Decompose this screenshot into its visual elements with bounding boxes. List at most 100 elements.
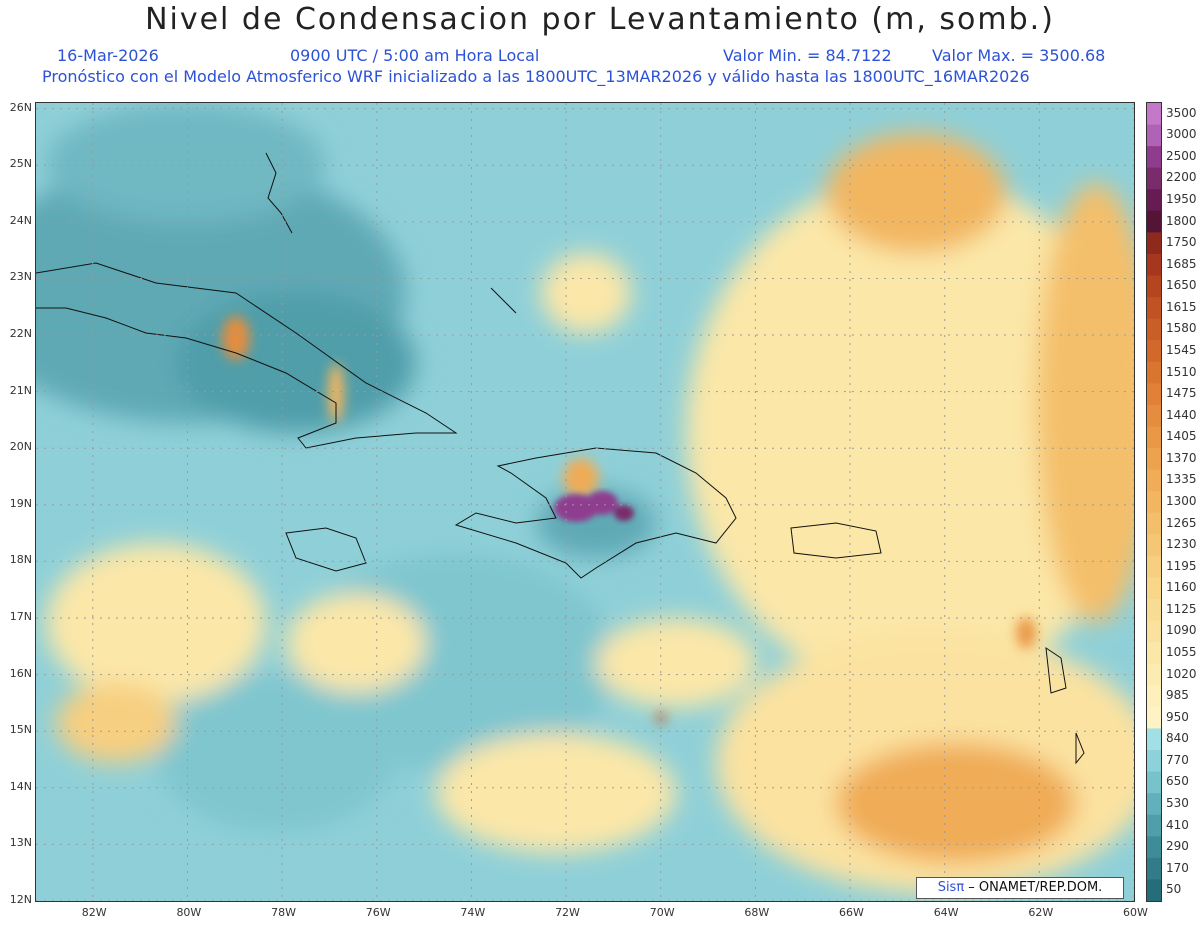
forecast-info: Pronóstico con el Modelo Atmosferico WRF… (42, 67, 1030, 86)
colorbar-swatch (1147, 275, 1161, 298)
colorbar-level-label: 1440 (1166, 407, 1197, 422)
colorbar-swatch (1147, 232, 1161, 255)
colorbar-level-label: 290 (1166, 839, 1189, 854)
latitude-label: 25N (9, 157, 32, 171)
colorbar-swatch (1147, 771, 1161, 794)
colorbar-level-label: 50 (1166, 882, 1182, 897)
colorbar-level-label: 1230 (1166, 537, 1197, 552)
colorbar-swatch (1147, 146, 1161, 169)
colorbar-swatch (1147, 685, 1161, 708)
latitude-label: 17N (9, 610, 32, 624)
latitude-label: 12N (9, 893, 32, 906)
longitude-label: 82W (81, 906, 107, 919)
longitude-label: 60W (1123, 906, 1148, 919)
colorbar-level-label: 1750 (1166, 235, 1197, 250)
longitude-label: 76W (365, 906, 391, 919)
colorbar-swatch (1147, 663, 1161, 686)
min-value-label: Valor Min. = 84.7122 (723, 46, 892, 65)
colorbar-level-label: 950 (1166, 709, 1189, 724)
page-title: Nivel de Condensacion por Levantamiento … (145, 2, 1055, 37)
max-value-label: Valor Max. = 3500.68 (932, 46, 1106, 65)
colorbar-level-label: 1370 (1166, 450, 1197, 465)
colorbar-level-label: 840 (1166, 731, 1189, 746)
colorbar-swatch (1147, 577, 1161, 600)
longitude-label: 74W (460, 906, 486, 919)
colorbar-level-label: 1405 (1166, 429, 1197, 444)
colorbar-level-label: 1685 (1166, 256, 1197, 271)
colorbar-swatch (1147, 620, 1161, 643)
colorbar-level-label: 650 (1166, 774, 1189, 789)
colorbar-level-label: 1125 (1166, 601, 1197, 616)
colorbar-level-label: 1335 (1166, 472, 1197, 487)
colorbar-level-label: 985 (1166, 688, 1189, 703)
latitude-label: 22N (9, 327, 32, 341)
colorbar-swatch (1147, 793, 1161, 816)
latitude-label: 24N (9, 213, 32, 227)
colorbar-level-label: 170 (1166, 860, 1189, 875)
colorbar-swatch (1147, 728, 1161, 751)
latitude-label: 14N (9, 779, 32, 793)
colorbar-swatch (1147, 555, 1161, 578)
colorbar-swatch (1147, 512, 1161, 535)
colorbar-swatch (1147, 253, 1161, 277)
lcl-map (36, 103, 1134, 901)
colorbar-swatch (1147, 491, 1161, 514)
colorbar-level-label: 1545 (1166, 343, 1197, 358)
colorbar (1146, 102, 1162, 902)
colorbar-swatch (1147, 124, 1161, 147)
colorbar-swatch (1147, 383, 1161, 406)
colorbar-level-label: 1090 (1166, 623, 1197, 638)
longitude-label: 68W (744, 906, 770, 919)
colorbar-swatch (1147, 836, 1161, 859)
colorbar-level-label: 1950 (1166, 192, 1197, 207)
colorbar-level-label: 410 (1166, 817, 1189, 832)
latitude-label: 20N (9, 440, 32, 454)
colorbar-swatch (1147, 879, 1161, 902)
colorbar-level-label: 770 (1166, 752, 1189, 767)
colorbar-level-label: 1475 (1166, 386, 1197, 401)
colorbar-level-label: 3500 (1166, 105, 1197, 120)
latitude-label: 15N (9, 723, 32, 737)
sispi-logo-text: Sisπ (937, 880, 965, 895)
colorbar-level-label: 1055 (1166, 644, 1197, 659)
colorbar-swatch (1147, 857, 1161, 880)
colorbar-level-label: 1580 (1166, 321, 1197, 336)
latitude-label: 13N (9, 836, 32, 850)
colorbar-level-label: 1160 (1166, 580, 1197, 595)
colorbar-swatch (1147, 642, 1161, 665)
colorbar-swatch (1147, 103, 1161, 126)
colorbar-swatch (1147, 599, 1161, 622)
colorbar-swatch (1147, 469, 1161, 492)
colorbar-swatch (1147, 361, 1161, 384)
longitude-label: 78W (271, 906, 296, 919)
colorbar-level-label: 1800 (1166, 213, 1197, 228)
colorbar-level-label: 2500 (1166, 148, 1197, 163)
colorbar-swatch (1147, 318, 1161, 341)
time-label: 0900 UTC / 5:00 am Hora Local (290, 46, 540, 65)
colorbar-swatch (1147, 404, 1161, 428)
date-label: 16-Mar-2026 (57, 46, 159, 65)
latitude-label: 16N (9, 666, 32, 680)
colorbar-swatch (1147, 210, 1161, 233)
longitude-label: 64W (933, 906, 959, 919)
longitude-label: 72W (555, 906, 580, 919)
colorbar-swatch (1147, 534, 1161, 557)
latitude-label: 21N (9, 383, 32, 397)
colorbar-level-label: 2200 (1166, 170, 1197, 185)
colorbar-swatch (1147, 167, 1161, 190)
colorbar-level-label: 1195 (1166, 558, 1197, 573)
colorbar-level-label: 3000 (1166, 127, 1197, 142)
latitude-label: 23N (9, 270, 32, 284)
longitude-label: 66W (839, 906, 864, 919)
colorbar-level-label: 530 (1166, 795, 1189, 810)
latitude-label: 18N (9, 553, 32, 567)
colorbar-swatch (1147, 814, 1161, 837)
colorbar-level-label: 1615 (1166, 299, 1197, 314)
colorbar-swatch (1147, 750, 1161, 773)
credit-text: – ONAMET/REP.DOM. (964, 880, 1103, 895)
longitude-label: 62W (1028, 906, 1054, 919)
map-panel (35, 102, 1135, 902)
colorbar-swatch (1147, 189, 1161, 212)
latitude-label: 26N (9, 100, 32, 114)
colorbar-level-label: 1265 (1166, 515, 1197, 530)
